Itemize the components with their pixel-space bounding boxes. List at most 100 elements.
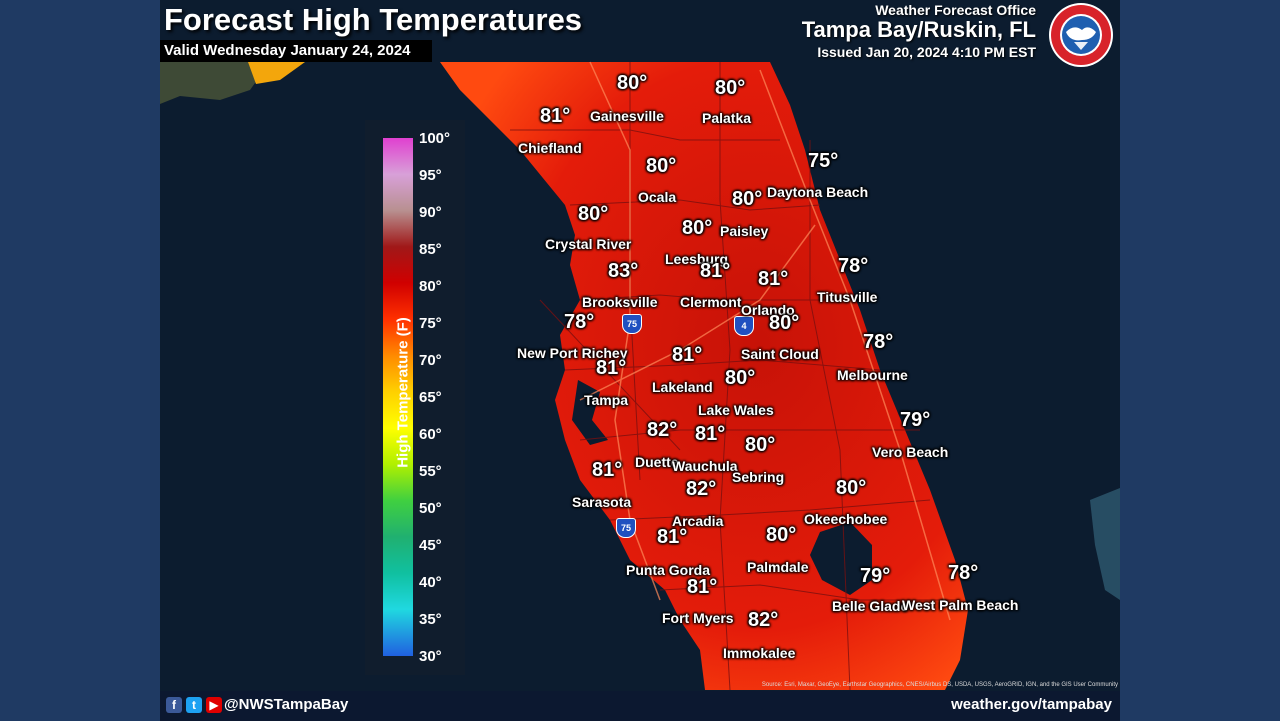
city-palatka: Palatka: [702, 110, 752, 126]
city-titusville: Titusville: [817, 289, 878, 305]
office-name: Tampa Bay/Ruskin, FL: [801, 17, 1036, 42]
city-punta-gorda: Punta Gorda: [626, 562, 711, 578]
temp-daytona-beach: 75°: [808, 150, 839, 172]
footer-bar: f t ▶ @NWSTampaBay weather.gov/tampabay: [160, 691, 1120, 721]
facebook-icon[interactable]: f: [166, 697, 182, 713]
legend-tick: 50°: [419, 500, 442, 517]
city-brooksville: Brooksville: [582, 294, 658, 310]
city-vero-beach: Vero Beach: [872, 444, 949, 460]
city-chiefland: Chiefland: [518, 140, 582, 156]
interstate-75-shield-south: 75: [616, 518, 636, 538]
nws-logo-icon: [1049, 3, 1113, 67]
temp-lakeland: 81°: [672, 344, 703, 366]
social-handle[interactable]: @NWSTampaBay: [224, 696, 349, 713]
issued-time: Issued Jan 20, 2024 4:10 PM EST: [817, 44, 1036, 60]
legend-tick: 40°: [419, 574, 442, 591]
page-title: Forecast High Temperatures: [164, 2, 583, 37]
temperature-legend: 100° 95° 90° 85° 80° 75° 70° 65° 60° 55° 50° 45° 40°…: [365, 120, 465, 675]
city-crystal-river: Crystal River: [545, 236, 632, 252]
temp-immokalee: 82°: [748, 609, 779, 631]
temp-melbourne: 78°: [863, 331, 894, 353]
legend-tick: 45°: [419, 537, 442, 554]
panhandle-warm-area: [248, 62, 305, 84]
city-melbourne: Melbourne: [837, 367, 908, 383]
youtube-icon[interactable]: ▶: [206, 697, 222, 713]
temp-wauchula: 81°: [695, 423, 726, 445]
legend-tick: 85°: [419, 241, 442, 258]
temp-gainesville: 80°: [617, 72, 648, 94]
temp-palmdale: 80°: [766, 524, 797, 546]
legend-tick: 100°: [419, 130, 451, 147]
temp-sarasota: 81°: [592, 459, 623, 481]
temp-okeechobee: 80°: [836, 477, 867, 499]
city-gainesville: Gainesville: [590, 108, 664, 124]
temp-crystal-river: 80°: [578, 203, 609, 225]
legend-tick: 65°: [419, 389, 442, 406]
city-palmdale: Palmdale: [747, 559, 809, 575]
legend-tick: 80°: [419, 278, 442, 295]
city-tampa: Tampa: [584, 392, 629, 408]
temp-fort-myers: 81°: [687, 576, 718, 598]
highways: [579, 61, 951, 621]
interstate-75-shield: 75: [622, 314, 642, 334]
temp-chiefland: 81°: [540, 105, 571, 127]
temp-new-port-richey: 78°: [564, 311, 595, 333]
tampa-bay: [572, 380, 608, 445]
city-clermont: Clermont: [680, 294, 742, 310]
lake-okeechobee: [810, 522, 872, 595]
city-arcadia: Arcadia: [672, 513, 724, 529]
temp-lake-wales: 80°: [725, 367, 756, 389]
city-wauchula: Wauchula: [672, 458, 738, 474]
valid-date: Valid Wednesday January 24, 2024: [160, 40, 432, 62]
legend-tick: 95°: [419, 167, 442, 184]
temp-paisley: 80°: [732, 188, 763, 210]
florida-map: [160, 61, 1120, 691]
temp-titusville: 78°: [838, 255, 869, 277]
city-new-port-richey: New Port Richey: [517, 345, 628, 361]
temp-tampa: 81°: [596, 357, 627, 379]
legend-tick: 75°: [419, 315, 442, 332]
city-paisley: Paisley: [720, 223, 769, 239]
interstate-4-shield: 4: [734, 316, 754, 336]
temp-sebring: 80°: [745, 434, 776, 456]
city-ocala: Ocala: [638, 189, 677, 205]
temp-leesburg: 80°: [682, 217, 713, 239]
city-lake-wales: Lake Wales: [698, 402, 774, 418]
city-orlando: Orlando: [741, 302, 795, 318]
city-leesburg: Leesburg: [665, 251, 729, 267]
temp-clermont: 81°: [700, 260, 731, 282]
map-attribution: Source: Esri, Maxar, GeoEye, Earthstar G…: [761, 682, 1118, 688]
city-immokalee: Immokalee: [723, 645, 796, 661]
city-lakeland: Lakeland: [652, 379, 713, 395]
temp-vero-beach: 79°: [900, 409, 931, 431]
temp-palatka: 80°: [715, 77, 746, 99]
legend-tick: 90°: [419, 204, 442, 221]
twitter-icon[interactable]: t: [186, 697, 202, 713]
city-sarasota: Sarasota: [572, 494, 632, 510]
website-link[interactable]: weather.gov/tampabay: [951, 696, 1112, 713]
office-label: Weather Forecast Office: [875, 2, 1036, 18]
temp-brooksville: 83°: [608, 260, 639, 282]
temp-punta-gorda: 81°: [657, 526, 688, 548]
city-west-palm-beach: West Palm Beach: [902, 597, 1019, 613]
temp-saint-cloud: 80°: [769, 312, 800, 334]
city-saint-cloud: Saint Cloud: [741, 346, 819, 362]
legend-tick: 60°: [419, 426, 442, 443]
temp-arcadia: 82°: [686, 478, 717, 500]
legend-tick: 35°: [419, 611, 442, 628]
city-belle-glade: Belle Glade: [832, 598, 909, 614]
temp-duette: 82°: [647, 419, 678, 441]
legend-tick: 55°: [419, 463, 442, 480]
city-okeechobee: Okeechobee: [804, 511, 888, 527]
forecast-map-panel: 75 4 75 80° Gainesville 80° Palatka 81° Chief…: [160, 0, 1120, 721]
legend-tick: 30°: [419, 648, 442, 665]
legend-color-bar: [383, 138, 413, 656]
temp-belle-glade: 79°: [860, 565, 891, 587]
city-duette: Duette: [635, 454, 679, 470]
panhandle-land: [160, 62, 270, 104]
bahamas-shallows: [1090, 488, 1120, 600]
legend-tick: 70°: [419, 352, 442, 369]
city-daytona-beach: Daytona Beach: [767, 184, 869, 200]
city-sebring: Sebring: [732, 469, 785, 485]
legend-title: High Temperature (F): [394, 317, 412, 468]
